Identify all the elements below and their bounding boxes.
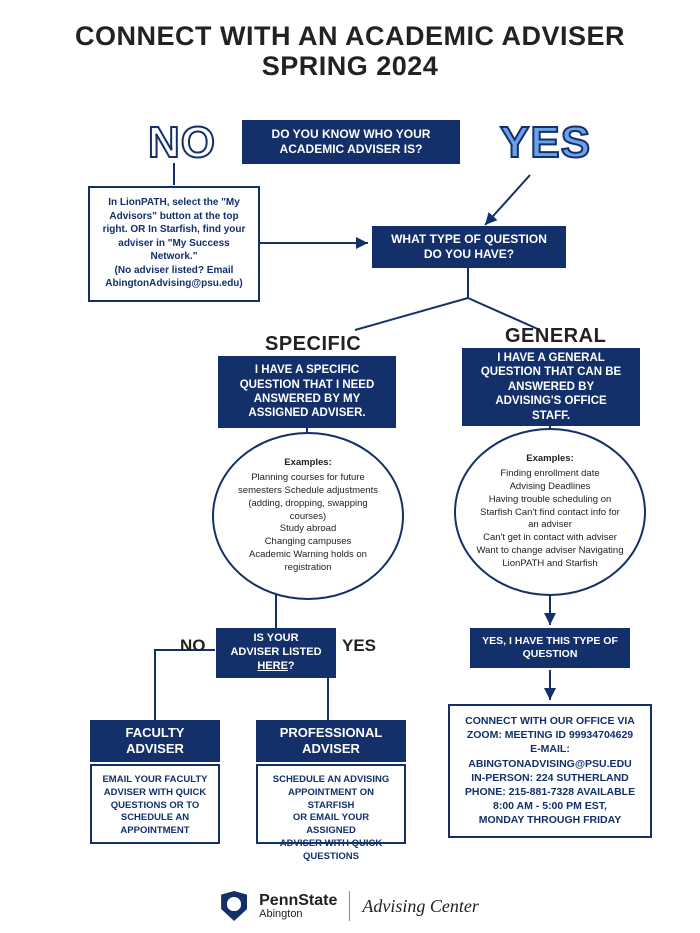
answer-yes-big: YES	[500, 118, 591, 168]
general-question-box: I HAVE A GENERAL QUESTION THAT CAN BE AN…	[462, 348, 640, 426]
pennstate-shield-icon	[221, 891, 247, 921]
specific-question-box: I HAVE A SPECIFIC QUESTION THAT I NEED A…	[218, 356, 396, 428]
footer-divider	[349, 891, 350, 921]
general-examples-circle: Examples: Finding enrollment date Advisi…	[454, 428, 646, 596]
answer-no-small: NO	[180, 636, 206, 656]
no-instructions-box: In LionPATH, select the "My Advisors" bu…	[88, 186, 260, 302]
faculty-adviser-box: EMAIL YOUR FACULTY ADVISER WITH QUICK QU…	[90, 764, 220, 844]
pennstate-text: PennState Abington	[259, 893, 337, 920]
answer-yes-small: YES	[342, 636, 376, 656]
faculty-adviser-title: FACULTY ADVISER	[90, 720, 220, 762]
professional-adviser-title: PROFESSIONAL ADVISER	[256, 720, 406, 762]
question-know-adviser: DO YOU KNOW WHO YOUR ACADEMIC ADVISER IS…	[242, 120, 460, 164]
contact-info-box: CONNECT WITH OUR OFFICE VIA ZOOM: MEETIN…	[448, 704, 652, 838]
footer: PennState Abington Advising Center	[0, 891, 700, 921]
label-specific: SPECIFIC	[265, 333, 361, 356]
title-line1: CONNECT WITH AN ACADEMIC ADVISER	[0, 22, 700, 52]
here-link[interactable]: HERE	[257, 660, 288, 672]
general-confirm-box: YES, I HAVE THIS TYPE OF QUESTION	[470, 628, 630, 668]
specific-examples-circle: Examples: Planning courses for future se…	[212, 432, 404, 600]
page-title: CONNECT WITH AN ACADEMIC ADVISER SPRING …	[0, 0, 700, 81]
advising-center-label: Advising Center	[362, 896, 478, 917]
answer-no-big: NO	[148, 118, 216, 168]
question-adviser-listed: IS YOUR ADVISER LISTED HERE?	[216, 628, 336, 678]
professional-adviser-box: SCHEDULE AN ADVISING APPOINTMENT ON STAR…	[256, 764, 406, 844]
question-type: WHAT TYPE OF QUESTION DO YOU HAVE?	[372, 226, 566, 268]
label-general: GENERAL	[505, 325, 606, 348]
title-line2: SPRING 2024	[0, 52, 700, 82]
